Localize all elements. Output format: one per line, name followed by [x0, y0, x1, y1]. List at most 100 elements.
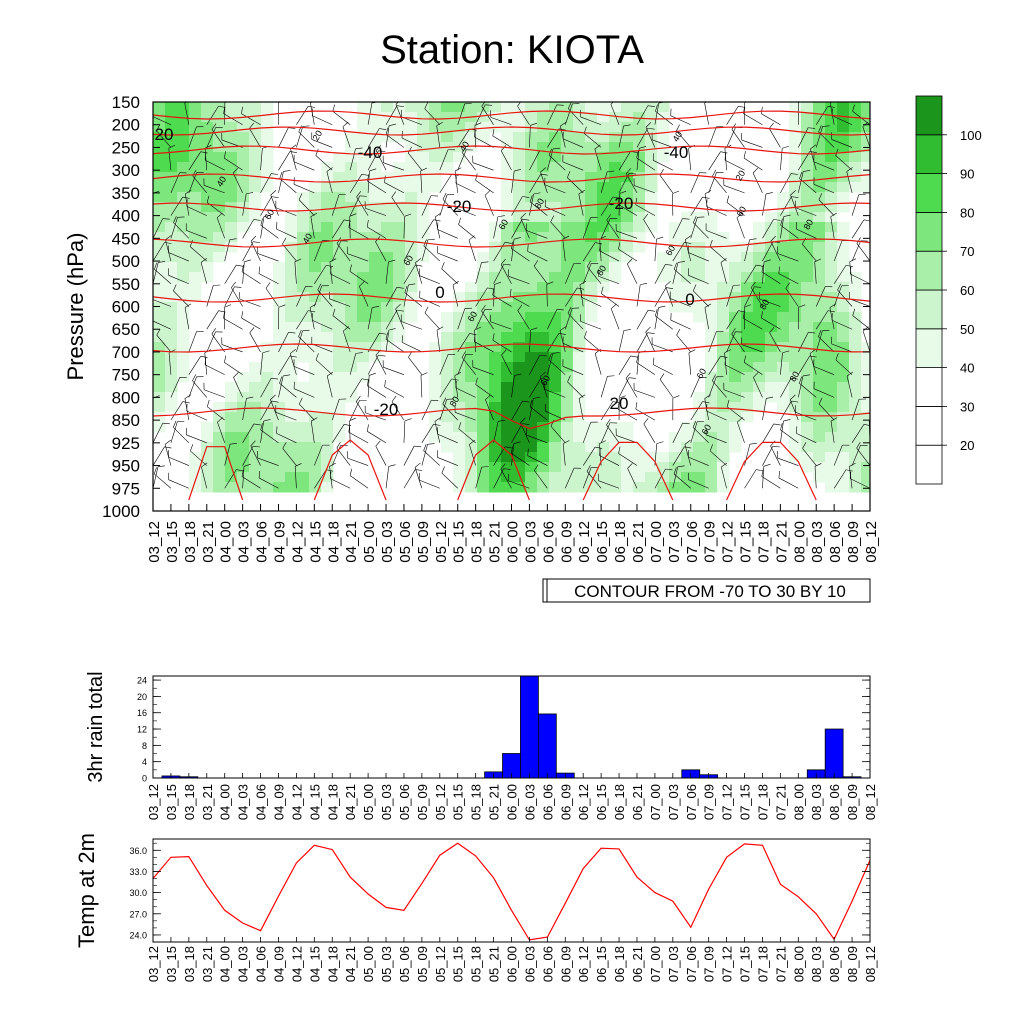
humidity-cell	[633, 142, 646, 153]
humidity-cell	[201, 102, 214, 113]
wind-barb-flag	[164, 242, 172, 244]
humidity-cell	[477, 352, 490, 363]
humidity-cell	[225, 442, 238, 453]
humidity-cell	[537, 102, 550, 113]
humidity-cell	[777, 372, 790, 383]
wind-barb-flag	[420, 372, 428, 376]
wind-barb	[511, 248, 530, 262]
wind-barb-flag	[876, 353, 883, 354]
humidity-cell	[285, 232, 298, 243]
wind-barb-flag	[770, 235, 776, 242]
wind-barb	[568, 108, 584, 125]
wind-barb	[278, 332, 289, 353]
humidity-cell	[729, 322, 742, 333]
humidity-cell	[561, 152, 574, 163]
rain-bar	[520, 675, 539, 779]
humidity-cell	[861, 452, 870, 463]
wind-barb-flag	[283, 170, 291, 172]
wind-barb	[260, 352, 263, 375]
wind-barb	[331, 240, 342, 262]
humidity-cell	[165, 332, 178, 343]
wind-barb-flag	[627, 258, 633, 265]
humidity-cell	[261, 342, 274, 353]
wind-barb	[421, 102, 422, 103]
wind-barb-flag	[803, 170, 811, 172]
humidity-cell	[153, 152, 166, 163]
humidity-cell	[861, 442, 870, 453]
humidity-cell	[849, 372, 862, 383]
wind-barb-flag	[504, 241, 512, 244]
humidity-cell	[393, 202, 406, 213]
humidity-cell	[357, 362, 370, 373]
humidity-cell	[429, 422, 442, 433]
wind-barb	[367, 226, 387, 239]
wind-barb-flag	[558, 128, 566, 131]
humidity-cell	[201, 112, 214, 123]
wind-barb-flag	[395, 303, 401, 310]
wind-barb	[726, 331, 736, 353]
wind-barb	[726, 105, 739, 125]
x-tick-label: 03_21	[200, 784, 215, 820]
wind-barb	[276, 228, 297, 239]
humidity-contour-label: 60	[402, 254, 416, 268]
wind-barb	[708, 151, 721, 171]
humidity-cell	[501, 112, 514, 123]
humidity-cell	[573, 172, 586, 183]
wind-barb	[818, 131, 835, 148]
humidity-cell	[381, 282, 394, 293]
wind-barb	[762, 102, 763, 103]
wind-barb	[474, 341, 494, 353]
humidity-cell	[453, 462, 466, 473]
humidity-cell	[273, 482, 286, 493]
humidity-cell	[417, 172, 430, 183]
x-tick-label: 05_03	[379, 784, 394, 820]
humidity-cell	[513, 372, 526, 383]
wind-barb	[816, 102, 817, 103]
humidity-cell	[825, 152, 838, 163]
humidity-cell	[441, 112, 454, 123]
colorbar-box	[915, 289, 943, 330]
wind-barb-flag	[791, 377, 799, 380]
humidity-cell	[669, 222, 682, 233]
humidity-cell	[861, 102, 870, 113]
humidity-cell	[309, 442, 322, 453]
wind-barb-flag	[636, 355, 639, 363]
humidity-cell	[405, 222, 418, 233]
wind-barb	[851, 240, 861, 262]
humidity-cell	[597, 422, 610, 433]
wind-barb-flag	[458, 217, 461, 225]
wind-barb	[168, 252, 189, 262]
humidity-cell	[633, 242, 646, 253]
wind-barb	[724, 364, 745, 375]
humidity-cell	[309, 182, 322, 193]
wind-barb	[395, 104, 405, 125]
humidity-cell	[525, 132, 538, 143]
wind-barb	[526, 434, 548, 444]
wind-barb	[625, 173, 638, 194]
wind-barb-flag	[856, 441, 861, 449]
humidity-cell	[153, 372, 166, 383]
wind-barb	[258, 273, 279, 285]
wind-barb-flag	[658, 305, 666, 308]
humidity-cell	[393, 252, 406, 263]
humidity-cell	[225, 162, 238, 173]
humidity-cell	[585, 452, 598, 463]
wind-barb-flag	[636, 150, 639, 158]
wind-barb-flag	[315, 148, 319, 156]
x-tick-label: 04_12	[289, 946, 304, 982]
y-tick-label: 16	[137, 708, 147, 718]
wind-barb-flag	[567, 375, 571, 383]
wind-barb	[153, 396, 154, 398]
humidity-cell	[369, 342, 382, 353]
humidity-cell	[849, 332, 862, 343]
humidity-cell	[525, 232, 538, 243]
humidity-cell	[321, 482, 334, 493]
wind-barb	[704, 103, 709, 125]
wind-barb	[401, 342, 423, 353]
wind-barb-flag	[329, 462, 336, 467]
humidity-cell	[489, 252, 502, 263]
humidity-cell	[777, 342, 790, 353]
humidity-cell	[657, 102, 670, 113]
humidity-cell	[177, 282, 190, 293]
humidity-cell	[801, 362, 814, 373]
